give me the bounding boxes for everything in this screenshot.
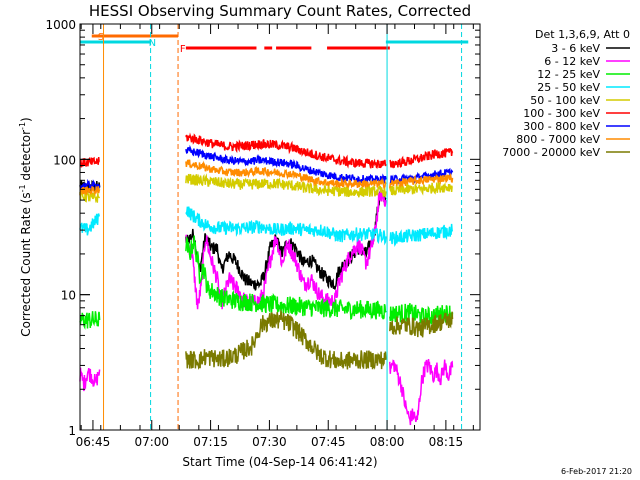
y-axis-label-main: Corrected Count Rate (s — [19, 192, 33, 336]
series-line-50-100-kev — [185, 173, 387, 198]
legend-item: 100 - 300 keV — [523, 107, 630, 120]
series-line-800-7000-kev — [185, 159, 387, 189]
x-tick-label: 07:45 — [311, 435, 346, 449]
series-line-25-50-kev — [79, 213, 100, 236]
legend-label: 50 - 100 keV — [530, 94, 600, 107]
x-tick-label: 07:15 — [193, 435, 228, 449]
series-line-300-800-kev — [185, 144, 387, 185]
observing-flags: S N F — [80, 32, 469, 55]
series-6-12-kev — [79, 187, 454, 426]
y-axis-ticks: 1 10 100 1000 — [45, 18, 480, 438]
flag-label-f: F — [180, 44, 186, 55]
legend-item: 300 - 800 keV — [523, 120, 630, 133]
x-tick-label: 07:30 — [252, 435, 287, 449]
plot-frame — [79, 23, 481, 431]
series-100-300-kev — [79, 132, 454, 169]
series-line-100-300-kev — [185, 132, 387, 169]
event-markers — [103, 24, 463, 430]
x-axis-label: Start Time (04-Sep-14 06:41:42) — [182, 455, 377, 469]
x-tick-label: 08:15 — [429, 435, 464, 449]
y-axis-label-sup1: -1 — [18, 184, 27, 192]
legend-item: 800 - 7000 keV — [516, 133, 630, 146]
series-line-25-50-kev — [185, 206, 387, 246]
series-line-7000-20000-kev — [389, 311, 454, 338]
series-12-25-kev — [79, 235, 454, 330]
y-tick-label: 10 — [61, 289, 76, 303]
series-line-7000-20000-kev — [185, 308, 387, 370]
series-line-25-50-kev — [389, 223, 454, 247]
y-tick-label: 1000 — [45, 18, 76, 32]
series-25-50-kev — [79, 206, 454, 247]
y-tick-label: 100 — [53, 153, 76, 167]
legend-item: 25 - 50 keV — [537, 81, 630, 94]
flag-label-s: S — [98, 32, 104, 43]
series-50-100-kev — [79, 173, 453, 204]
series-line-50-100-kev — [389, 181, 453, 196]
chart-title: HESSI Observing Summary Count Rates, Cor… — [89, 2, 471, 20]
legend-label: 12 - 25 keV — [537, 68, 600, 81]
legend-label: 3 - 6 keV — [551, 42, 600, 55]
x-tick-label: 06:45 — [76, 435, 111, 449]
y-tick-label: 1 — [68, 424, 76, 438]
y-axis-label-mid: detector — [19, 130, 33, 185]
series-line-6-12-kev — [389, 359, 454, 426]
legend-item: 50 - 100 keV — [530, 94, 630, 107]
legend-label: 300 - 800 keV — [523, 120, 600, 133]
series-800-7000-kev — [79, 159, 454, 197]
y-axis-label-end: ) — [19, 117, 33, 122]
series-line-800-7000-kev — [389, 172, 454, 189]
legend-item: 3 - 6 keV — [551, 42, 630, 55]
legend-item: 12 - 25 keV — [537, 68, 630, 81]
y-axis-label-sup2: -1 — [18, 122, 27, 130]
series-line-100-300-kev — [389, 148, 454, 169]
x-axis-ticks: 06:45 07:00 07:15 07:30 07:45 08:00 08:15 — [76, 24, 474, 449]
series-line-12-25-kev — [79, 311, 101, 330]
flag-label-n: N — [149, 38, 156, 49]
legend-label: 7000 - 20000 keV — [502, 146, 600, 159]
y-axis-label: Corrected Count Rate (s-1 detector-1) — [18, 117, 33, 336]
legend-item: 6 - 12 keV — [544, 55, 630, 68]
series-line-12-25-kev — [185, 235, 387, 320]
x-tick-label: 08:00 — [370, 435, 405, 449]
series-line-100-300-kev — [79, 156, 100, 168]
legend-label: 800 - 7000 keV — [516, 133, 600, 146]
legend-label: 25 - 50 keV — [537, 81, 600, 94]
legend-item: 7000 - 20000 keV — [502, 146, 630, 159]
plot-timestamp: 6-Feb-2017 21:20 — [561, 467, 632, 476]
series-line-800-7000-kev — [79, 186, 101, 197]
legend-label: 6 - 12 keV — [544, 55, 600, 68]
legend-label: 100 - 300 keV — [523, 107, 600, 120]
series-line-6-12-kev — [185, 187, 387, 310]
legend-header: Det 1,3,6,9, Att 0 — [535, 28, 630, 41]
x-tick-label: 07:00 — [134, 435, 169, 449]
series-7000-20000-kev — [185, 308, 454, 370]
series-line-50-100-kev — [79, 189, 101, 204]
series-line-12-25-kev — [389, 303, 454, 327]
series-line-6-12-kev — [79, 367, 101, 392]
series-lines — [79, 132, 454, 426]
